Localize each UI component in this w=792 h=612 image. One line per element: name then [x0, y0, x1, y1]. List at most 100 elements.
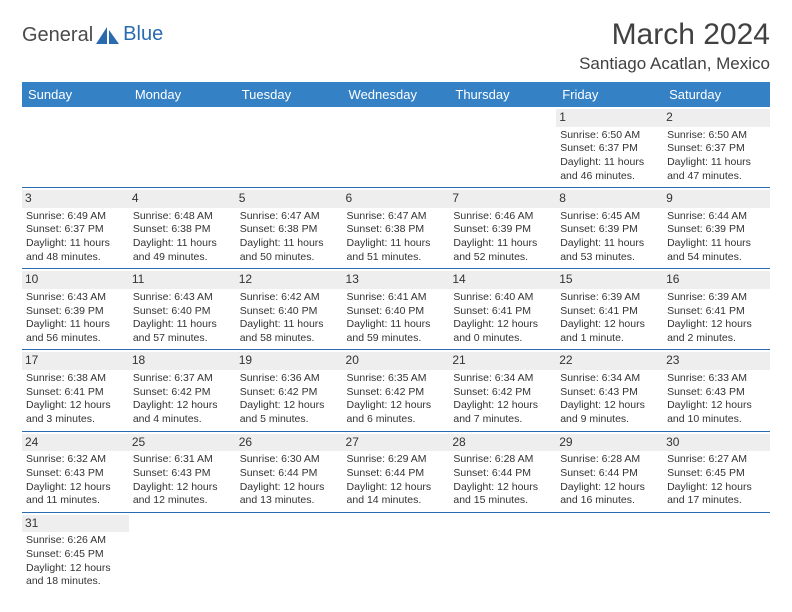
sunrise-text: Sunrise: 6:35 AM	[347, 372, 446, 386]
day-cell-empty	[236, 513, 343, 593]
day-cell-3: 3Sunrise: 6:49 AMSunset: 6:37 PMDaylight…	[22, 188, 129, 269]
sunrise-text: Sunrise: 6:50 AM	[667, 129, 766, 143]
daylight-text: Daylight: 12 hours and 6 minutes.	[347, 399, 446, 426]
day-cell-17: 17Sunrise: 6:38 AMSunset: 6:41 PMDayligh…	[22, 350, 129, 431]
day-cell-15: 15Sunrise: 6:39 AMSunset: 6:41 PMDayligh…	[556, 269, 663, 350]
daylight-text: Daylight: 11 hours and 58 minutes.	[240, 318, 339, 345]
sunrise-text: Sunrise: 6:43 AM	[26, 291, 125, 305]
daylight-text: Daylight: 12 hours and 3 minutes.	[26, 399, 125, 426]
day-cell-8: 8 Sunrise: 6:45 AMSunset: 6:39 PMDaylight…	[556, 188, 663, 269]
week-row: 17Sunrise: 6:38 AMSunset: 6:41 PMDayligh…	[22, 350, 770, 431]
daylight-text: Daylight: 12 hours and 10 minutes.	[667, 399, 766, 426]
day-cell-25: 25Sunrise: 6:31 AMSunset: 6:43 PMDayligh…	[129, 432, 236, 513]
daylight-text: Daylight: 12 hours and 17 minutes.	[667, 481, 766, 508]
daylight-text: Daylight: 12 hours and 2 minutes.	[667, 318, 766, 345]
sail-icon	[95, 26, 121, 46]
day-cell-22: 22Sunrise: 6:34 AMSunset: 6:43 PMDayligh…	[556, 350, 663, 431]
sunset-text: Sunset: 6:41 PM	[667, 305, 766, 319]
day-cell-2: 2Sunrise: 6:50 AMSunset: 6:37 PMDaylight…	[663, 107, 770, 188]
day-number: 20	[343, 352, 450, 370]
sunset-text: Sunset: 6:41 PM	[453, 305, 552, 319]
daylight-text: Daylight: 12 hours and 12 minutes.	[133, 481, 232, 508]
day-cell-empty	[236, 107, 343, 188]
daylight-text: Daylight: 12 hours and 0 minutes.	[453, 318, 552, 345]
day-cell-20: 20 Sunrise: 6:35 AMSunset: 6:42 PMDayligh…	[343, 350, 450, 431]
day-cell-29: 29Sunrise: 6:28 AMSunset: 6:44 PMDayligh…	[556, 432, 663, 513]
daylight-text: Daylight: 11 hours and 50 minutes.	[240, 237, 339, 264]
sunset-text: Sunset: 6:39 PM	[453, 223, 552, 237]
sunset-text: Sunset: 6:42 PM	[453, 386, 552, 400]
sunset-text: Sunset: 6:42 PM	[347, 386, 446, 400]
day-cell-1: 1Sunrise: 6:50 AMSunset: 6:37 PMDaylight…	[556, 107, 663, 188]
sunset-text: Sunset: 6:40 PM	[133, 305, 232, 319]
sunrise-text: Sunrise: 6:28 AM	[560, 453, 659, 467]
day-cell-empty	[449, 513, 556, 593]
day-number: 24	[22, 434, 129, 452]
day-number: 25	[129, 434, 236, 452]
day-number: 17	[22, 352, 129, 370]
day-cell-14: 14Sunrise: 6:40 AMSunset: 6:41 PMDayligh…	[449, 269, 556, 350]
sunset-text: Sunset: 6:37 PM	[560, 142, 659, 156]
weekday-tuesday: Tuesday	[236, 82, 343, 107]
daylight-text: Daylight: 12 hours and 15 minutes.	[453, 481, 552, 508]
daylight-text: Daylight: 12 hours and 5 minutes.	[240, 399, 339, 426]
sunset-text: Sunset: 6:43 PM	[26, 467, 125, 481]
day-cell-28: 28Sunrise: 6:28 AMSunset: 6:44 PMDayligh…	[449, 432, 556, 513]
day-cell-7: 7Sunrise: 6:46 AMSunset: 6:39 PMDaylight…	[449, 188, 556, 269]
sunset-text: Sunset: 6:41 PM	[560, 305, 659, 319]
day-cell-31: 31Sunrise: 6:26 AMSunset: 6:45 PMDayligh…	[22, 513, 129, 593]
day-cell-27: 27Sunrise: 6:29 AMSunset: 6:44 PMDayligh…	[343, 432, 450, 513]
daylight-text: Daylight: 11 hours and 48 minutes.	[26, 237, 125, 264]
sunset-text: Sunset: 6:39 PM	[667, 223, 766, 237]
sunset-text: Sunset: 6:38 PM	[347, 223, 446, 237]
sunrise-text: Sunrise: 6:45 AM	[560, 210, 659, 224]
weekday-saturday: Saturday	[663, 82, 770, 107]
day-cell-12: 12Sunrise: 6:42 AMSunset: 6:40 PMDayligh…	[236, 269, 343, 350]
day-number: 8	[556, 190, 663, 208]
day-cell-9: 9Sunrise: 6:44 AMSunset: 6:39 PMDaylight…	[663, 188, 770, 269]
sunrise-text: Sunrise: 6:41 AM	[347, 291, 446, 305]
day-cell-16: 16Sunrise: 6:39 AMSunset: 6:41 PMDayligh…	[663, 269, 770, 350]
sunset-text: Sunset: 6:44 PM	[347, 467, 446, 481]
day-number: 28	[449, 434, 556, 452]
logo-text-1: General	[22, 24, 93, 47]
day-number: 5	[236, 190, 343, 208]
sunset-text: Sunset: 6:41 PM	[26, 386, 125, 400]
day-number: 29	[556, 434, 663, 452]
sunset-text: Sunset: 6:40 PM	[240, 305, 339, 319]
daylight-text: Daylight: 11 hours and 54 minutes.	[667, 237, 766, 264]
sunrise-text: Sunrise: 6:43 AM	[133, 291, 232, 305]
sunset-text: Sunset: 6:38 PM	[240, 223, 339, 237]
daylight-text: Daylight: 11 hours and 59 minutes.	[347, 318, 446, 345]
calendar-table: SundayMondayTuesdayWednesdayThursdayFrid…	[22, 82, 770, 593]
day-cell-empty	[556, 513, 663, 593]
day-number: 7	[449, 190, 556, 208]
day-cell-11: 11 Sunrise: 6:43 AMSunset: 6:40 PMDayligh…	[129, 269, 236, 350]
sunrise-text: Sunrise: 6:36 AM	[240, 372, 339, 386]
sunset-text: Sunset: 6:39 PM	[560, 223, 659, 237]
day-cell-empty	[129, 513, 236, 593]
day-number: 3	[22, 190, 129, 208]
day-cell-19: 19Sunrise: 6:36 AMSunset: 6:42 PMDayligh…	[236, 350, 343, 431]
week-row: 10Sunrise: 6:43 AMSunset: 6:39 PMDayligh…	[22, 269, 770, 350]
day-number: 15	[556, 271, 663, 289]
day-number: 11	[129, 271, 236, 289]
daylight-text: Daylight: 11 hours and 53 minutes.	[560, 237, 659, 264]
sunrise-text: Sunrise: 6:27 AM	[667, 453, 766, 467]
day-number: 21	[449, 352, 556, 370]
day-number: 9	[663, 190, 770, 208]
day-cell-13: 13Sunrise: 6:41 AMSunset: 6:40 PMDayligh…	[343, 269, 450, 350]
sunrise-text: Sunrise: 6:49 AM	[26, 210, 125, 224]
day-number: 6	[343, 190, 450, 208]
daylight-text: Daylight: 11 hours and 49 minutes.	[133, 237, 232, 264]
day-number: 18	[129, 352, 236, 370]
weekday-wednesday: Wednesday	[343, 82, 450, 107]
day-cell-18: 18Sunrise: 6:37 AMSunset: 6:42 PMDayligh…	[129, 350, 236, 431]
header: General Blue March 2024 Santiago Acatlan…	[22, 18, 770, 74]
sunset-text: Sunset: 6:40 PM	[347, 305, 446, 319]
sunrise-text: Sunrise: 6:48 AM	[133, 210, 232, 224]
daylight-text: Daylight: 11 hours and 57 minutes.	[133, 318, 232, 345]
daylight-text: Daylight: 12 hours and 7 minutes.	[453, 399, 552, 426]
week-row: 24Sunrise: 6:32 AMSunset: 6:43 PMDayligh…	[22, 432, 770, 513]
sunset-text: Sunset: 6:37 PM	[667, 142, 766, 156]
